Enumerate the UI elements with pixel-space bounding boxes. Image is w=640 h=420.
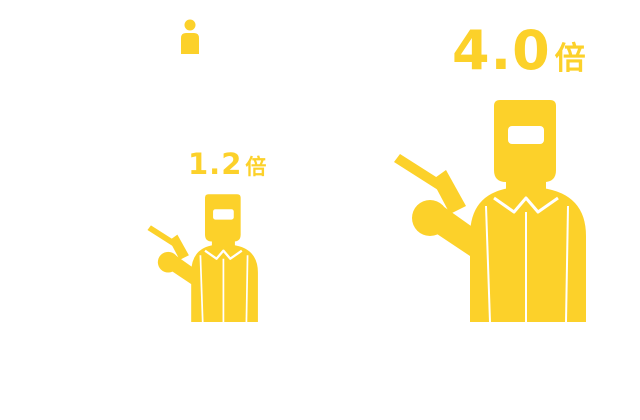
- welder-icon: [147, 194, 258, 322]
- multiplier-large-value: 4.0: [452, 19, 551, 82]
- welder-icon-large: [394, 100, 586, 322]
- person-icon: [181, 19, 199, 54]
- multiplier-small-unit: 倍: [245, 155, 267, 179]
- multiplier-small: 1.2 倍: [188, 150, 266, 179]
- multiplier-large-unit: 倍: [554, 41, 586, 77]
- multiplier-large: 4.0 倍: [452, 24, 586, 78]
- multiplier-small-value: 1.2: [188, 147, 243, 181]
